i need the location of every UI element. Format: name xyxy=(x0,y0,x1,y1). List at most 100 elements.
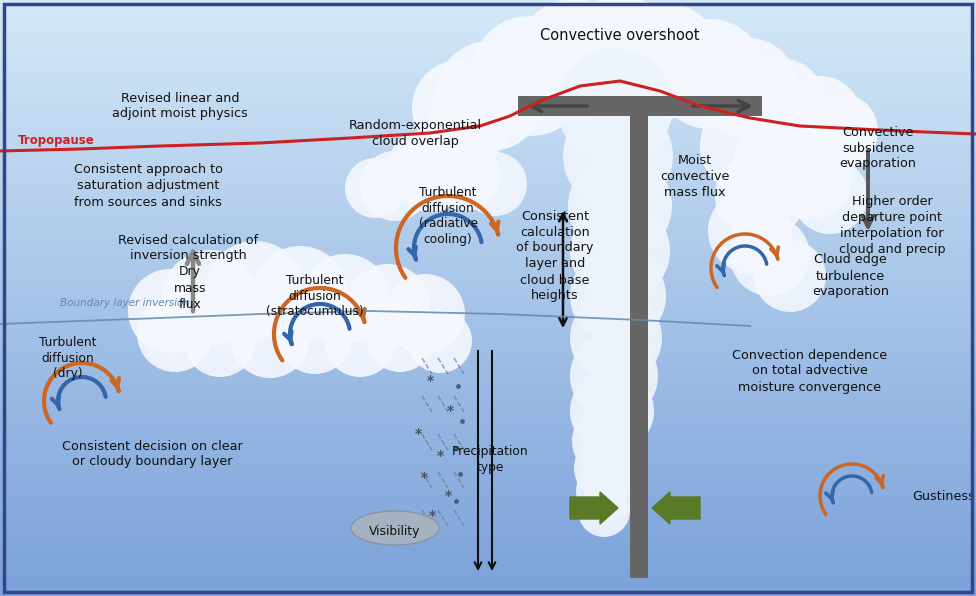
Bar xyxy=(0,120,976,122)
Bar xyxy=(0,301,976,303)
Bar xyxy=(0,127,976,128)
Bar xyxy=(0,201,976,203)
Bar xyxy=(0,447,976,449)
Bar xyxy=(0,52,976,54)
Bar xyxy=(0,536,976,538)
Bar xyxy=(0,478,976,480)
Bar xyxy=(0,458,976,459)
Bar xyxy=(0,386,976,387)
Bar xyxy=(0,524,976,526)
Bar xyxy=(0,480,976,482)
Bar xyxy=(0,108,976,110)
Bar xyxy=(0,377,976,378)
Bar xyxy=(0,396,976,398)
Bar xyxy=(0,429,976,430)
Bar xyxy=(0,519,976,520)
Circle shape xyxy=(730,216,810,296)
Circle shape xyxy=(754,240,826,312)
Bar xyxy=(0,499,976,501)
Circle shape xyxy=(576,461,636,521)
Bar xyxy=(0,490,976,492)
Bar xyxy=(0,253,976,255)
Text: Turbulent
diffusion
(dry): Turbulent diffusion (dry) xyxy=(39,336,97,380)
Bar xyxy=(0,194,976,195)
Bar xyxy=(0,309,976,310)
Bar xyxy=(0,69,976,70)
Bar xyxy=(0,252,976,253)
Bar xyxy=(0,240,976,241)
Bar xyxy=(0,219,976,221)
Bar xyxy=(0,526,976,527)
Bar xyxy=(630,106,648,578)
Bar xyxy=(0,304,976,305)
Bar xyxy=(0,370,976,371)
Text: Gustiness: Gustiness xyxy=(912,489,975,502)
Text: Precipitation
type: Precipitation type xyxy=(452,445,528,474)
Bar xyxy=(0,139,976,140)
Bar xyxy=(0,222,976,224)
Bar xyxy=(0,44,976,45)
Circle shape xyxy=(607,3,723,119)
Bar xyxy=(0,28,976,30)
Circle shape xyxy=(366,304,434,372)
Bar xyxy=(0,417,976,418)
Bar xyxy=(0,12,976,13)
Bar xyxy=(0,27,976,28)
Bar xyxy=(0,315,976,316)
Bar xyxy=(0,522,976,523)
Bar xyxy=(0,387,976,389)
Circle shape xyxy=(470,16,590,136)
Bar xyxy=(0,383,976,384)
Bar xyxy=(0,261,976,262)
Bar xyxy=(0,256,976,257)
Bar xyxy=(0,160,976,161)
Bar xyxy=(0,42,976,44)
Circle shape xyxy=(698,38,798,138)
Bar xyxy=(0,591,976,593)
Ellipse shape xyxy=(351,511,439,545)
Bar xyxy=(0,295,976,296)
Circle shape xyxy=(463,152,527,216)
Bar xyxy=(0,350,976,352)
Bar xyxy=(0,133,976,134)
Bar xyxy=(0,231,976,232)
Bar xyxy=(0,39,976,41)
Bar xyxy=(0,249,976,250)
Circle shape xyxy=(184,305,256,377)
Bar xyxy=(0,85,976,86)
Circle shape xyxy=(385,274,465,354)
Circle shape xyxy=(568,154,672,258)
Bar xyxy=(0,259,976,261)
Bar xyxy=(0,440,976,441)
Bar xyxy=(0,66,976,67)
Bar xyxy=(0,8,976,9)
Bar xyxy=(0,372,976,374)
Bar xyxy=(0,116,976,118)
Circle shape xyxy=(435,41,545,151)
Bar xyxy=(0,265,976,267)
Bar xyxy=(0,45,976,46)
Bar xyxy=(0,173,976,174)
Circle shape xyxy=(560,0,680,116)
Bar xyxy=(0,462,976,464)
Bar xyxy=(0,168,976,170)
Bar xyxy=(0,182,976,184)
Bar xyxy=(0,362,976,364)
Bar xyxy=(0,508,976,510)
Text: Visibility: Visibility xyxy=(369,524,421,538)
Bar xyxy=(0,95,976,97)
Bar xyxy=(0,426,976,428)
Bar xyxy=(0,418,976,420)
Bar xyxy=(0,585,976,587)
Bar xyxy=(0,453,976,454)
Bar xyxy=(0,92,976,94)
Bar xyxy=(0,170,976,172)
Bar xyxy=(0,339,976,340)
Bar xyxy=(0,190,976,191)
Bar xyxy=(0,471,976,472)
Bar xyxy=(0,590,976,591)
Bar xyxy=(0,410,976,411)
Bar xyxy=(0,563,976,565)
Circle shape xyxy=(428,79,512,163)
Bar xyxy=(0,311,976,313)
